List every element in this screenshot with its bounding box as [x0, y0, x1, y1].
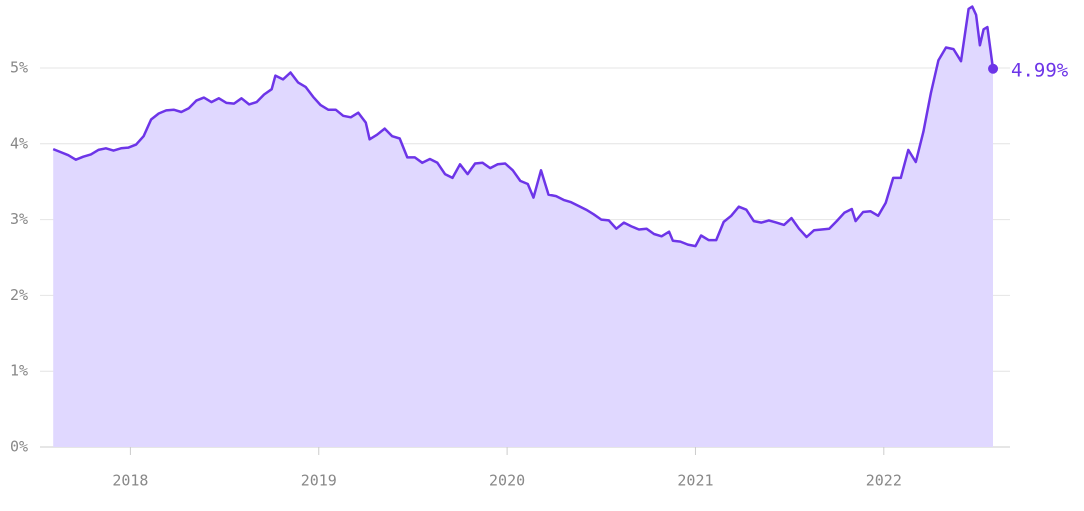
x-tick-label: 2020: [489, 472, 525, 490]
x-tick-label: 2021: [677, 472, 713, 490]
end-label: 4.99%: [1011, 59, 1069, 81]
x-tick-label: 2019: [301, 472, 337, 490]
y-tick-label: 2%: [10, 286, 28, 304]
y-tick-label: 5%: [10, 59, 28, 77]
x-tick-label: 2018: [112, 472, 148, 490]
y-tick-label: 1%: [10, 362, 28, 380]
end-marker: [988, 63, 999, 74]
area: [53, 6, 993, 447]
x-tick-label: 2022: [866, 472, 902, 490]
y-tick-label: 3%: [10, 210, 28, 228]
line: [52, 5, 995, 248]
y-tick-label: 4%: [10, 134, 28, 152]
y-tick-label: 0%: [10, 438, 28, 456]
